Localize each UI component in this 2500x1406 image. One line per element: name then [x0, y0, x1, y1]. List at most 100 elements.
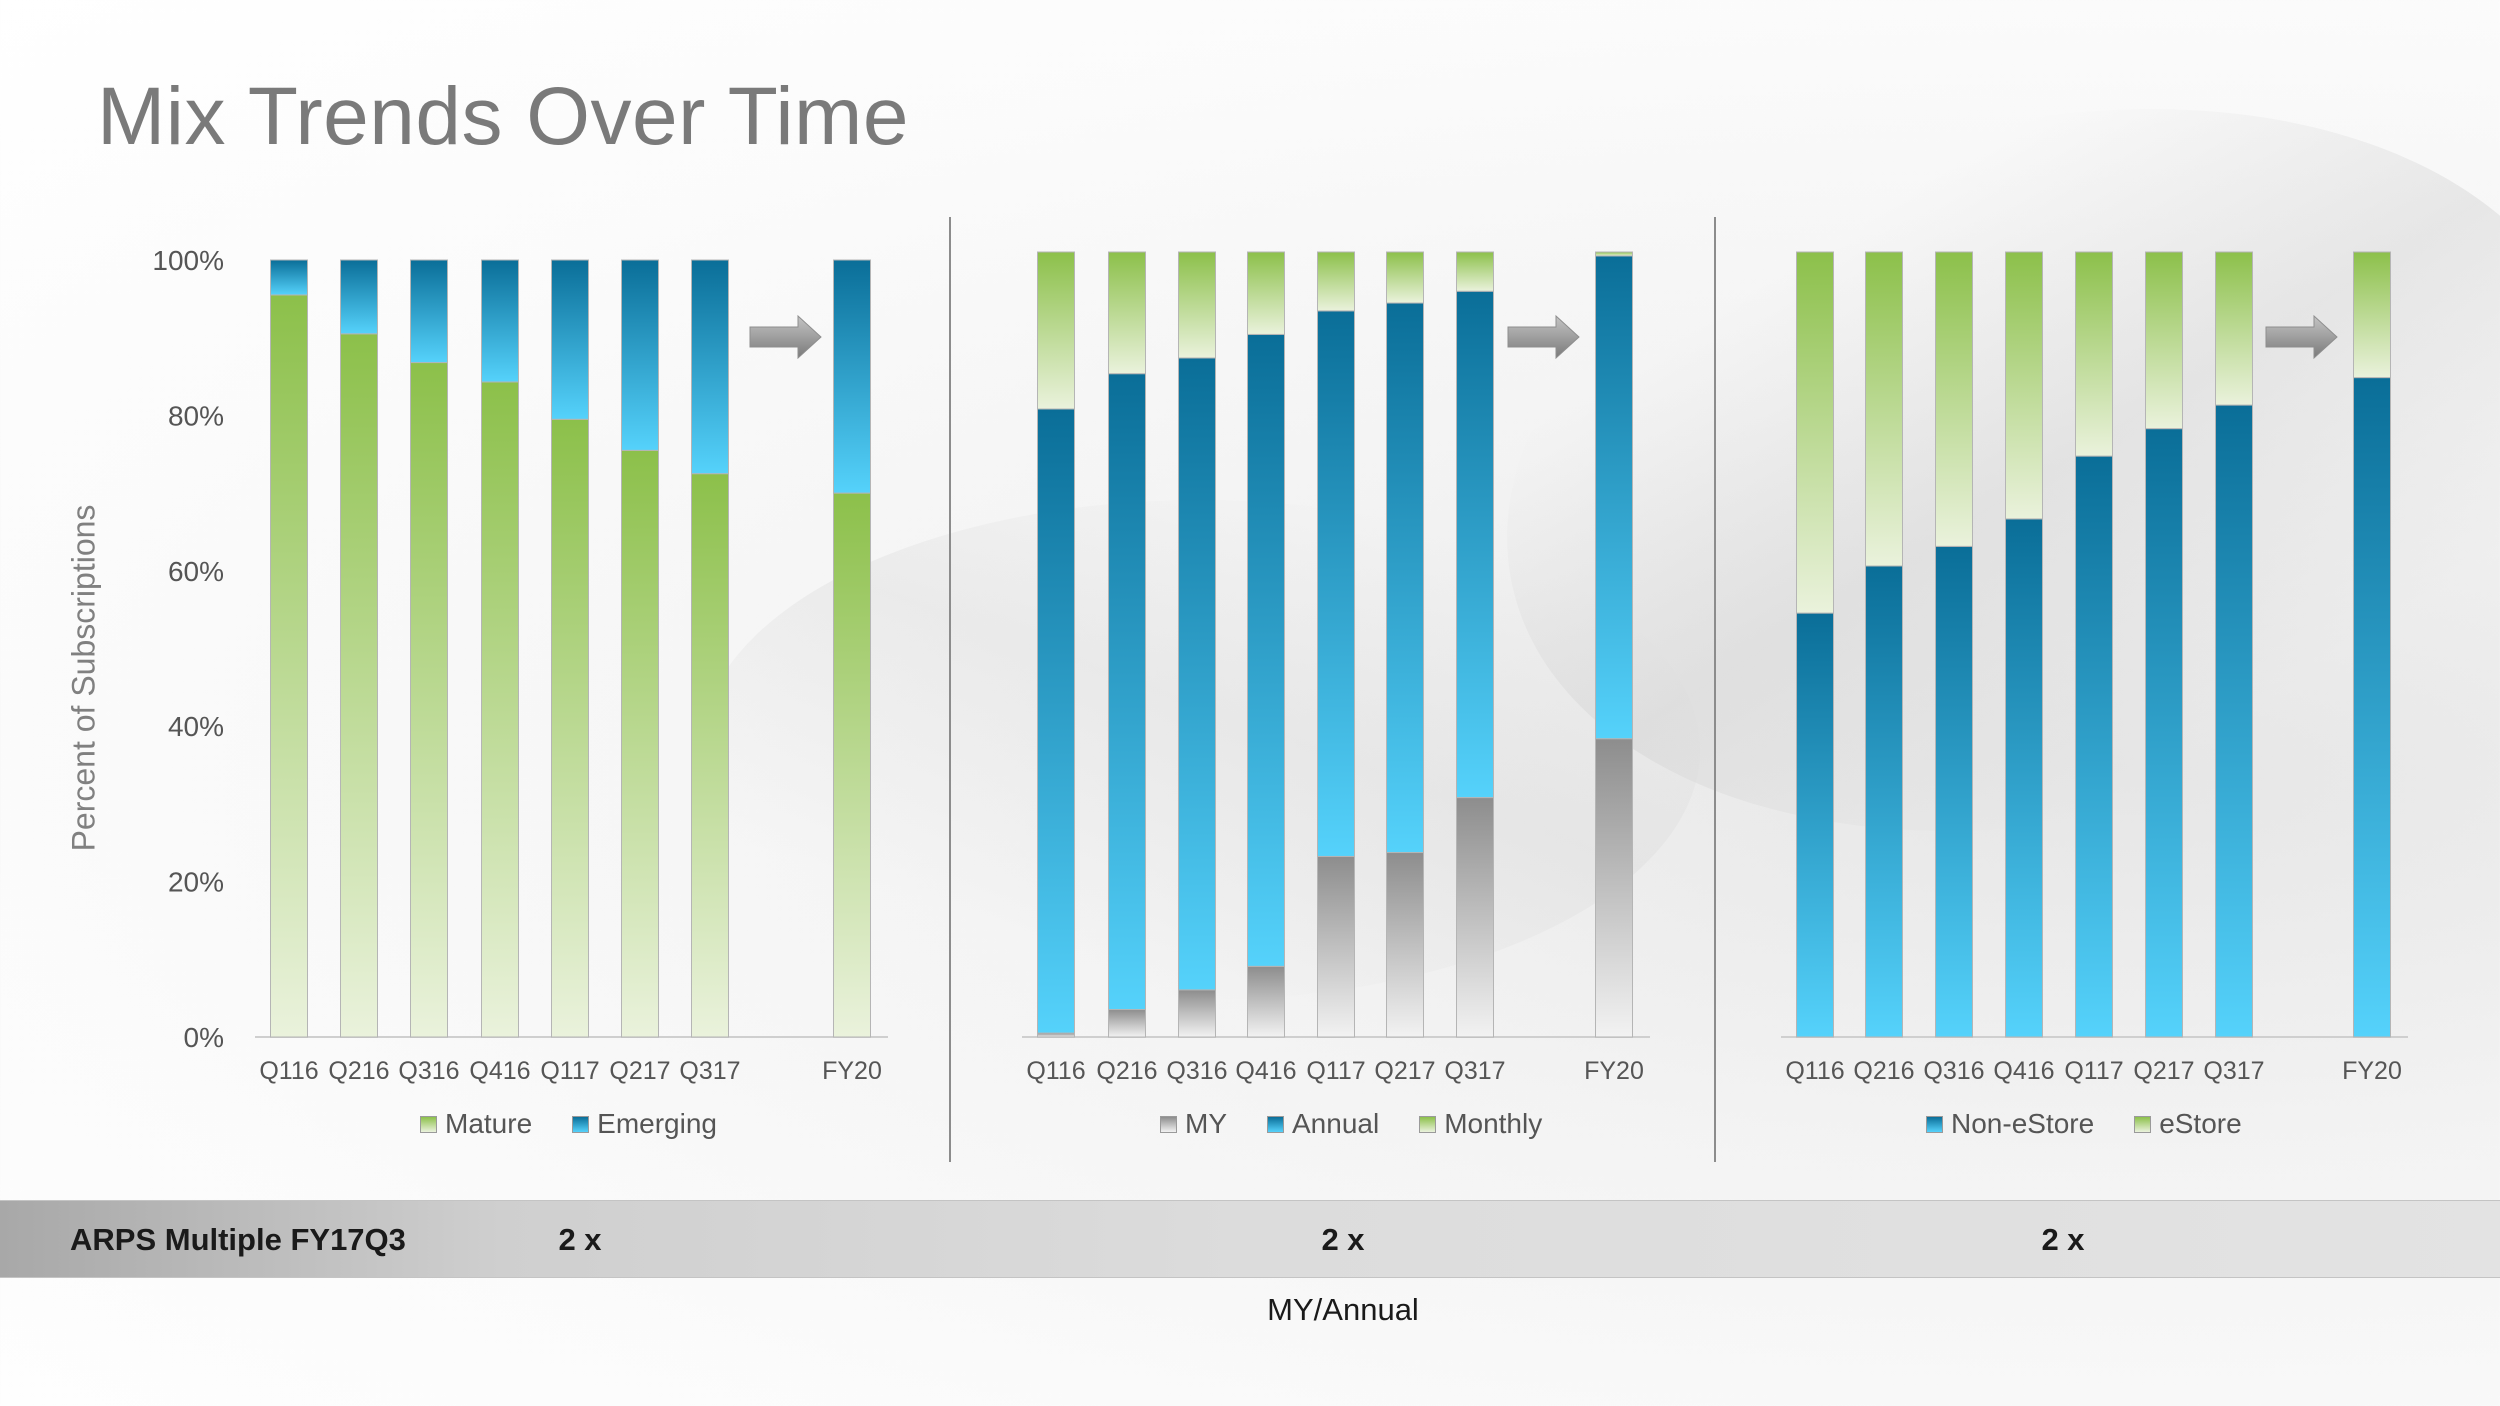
legend-label: MY — [1185, 1108, 1227, 1139]
bar-segment — [1317, 855, 1355, 1038]
bar-segment — [1386, 852, 1424, 1038]
legend-label: Emerging — [597, 1108, 717, 1139]
x-tick-label: Q116 — [259, 1057, 318, 1085]
bar-segment — [1037, 408, 1075, 1034]
y-tick-label: 0% — [184, 1022, 224, 1053]
bar-segment — [691, 473, 729, 1038]
bar-segment — [2353, 251, 2391, 379]
bar-segment — [1108, 373, 1146, 1011]
bar-segment — [1037, 251, 1075, 410]
y-tick-label: 60% — [168, 556, 224, 587]
y-tick-label: 80% — [168, 400, 224, 431]
x-tick-label: Q317 — [679, 1057, 740, 1085]
bar-segment — [1595, 738, 1633, 1038]
x-tick-label: Q416 — [1993, 1057, 2054, 1085]
legend-swatch — [2134, 1115, 2152, 1133]
y-tick-label: 40% — [168, 711, 224, 742]
bar-segment — [2215, 251, 2253, 406]
x-tick-label: Q216 — [1096, 1057, 1157, 1085]
projection-arrow-icon — [749, 314, 822, 360]
bar-segment — [1796, 612, 1834, 1038]
x-tick-label: Q317 — [1444, 1057, 1505, 1085]
bar-segment — [551, 418, 589, 1038]
x-tick-label: FY20 — [2342, 1057, 2402, 1085]
arps-label: ARPS Multiple FY17Q3 — [70, 1222, 406, 1257]
legend-label: Annual — [1292, 1108, 1380, 1139]
bar-segment — [340, 259, 378, 335]
legend-swatch — [1160, 1115, 1177, 1133]
x-tick-label: Q216 — [1853, 1057, 1914, 1085]
bar-segment — [340, 333, 378, 1038]
panel-divider — [1714, 217, 1716, 1162]
legend-chart-1: Mature Emerging — [420, 1108, 717, 1140]
x-tick-label: Q216 — [328, 1057, 389, 1085]
bar-segment — [1865, 565, 1903, 1038]
legend-item-monthly: Monthly — [1419, 1108, 1542, 1140]
legend-label: Mature — [445, 1108, 533, 1139]
bar-segment — [551, 259, 589, 420]
y-axis-title: Percent of Subscriptions — [65, 504, 102, 852]
x-tick-label: Q416 — [469, 1057, 530, 1085]
x-tick-label: FY20 — [1584, 1057, 1644, 1085]
bar-segment — [1456, 797, 1494, 1038]
x-tick-label: Q116 — [1026, 1057, 1085, 1085]
bar-segment — [1456, 251, 1494, 292]
bar-segment — [1247, 251, 1285, 335]
bar-segment — [1796, 251, 1834, 614]
legend-swatch — [1926, 1115, 1943, 1133]
bar-segment — [1595, 251, 1633, 257]
bar-segment — [1317, 310, 1355, 857]
legend-item-emerging: Emerging — [572, 1108, 717, 1140]
bar-segment — [1935, 545, 1973, 1038]
legend-item-mature: Mature — [420, 1108, 532, 1140]
bar-segment — [481, 259, 519, 383]
legend-chart-3: Non-eStore eStore — [1926, 1108, 2242, 1140]
x-tick-label: Q117 — [540, 1057, 599, 1085]
x-tick-label: Q217 — [609, 1057, 670, 1085]
bar-segment — [1178, 251, 1216, 359]
arps-note: MY/Annual — [1267, 1292, 1419, 1327]
x-tick-label: Q117 — [1306, 1057, 1365, 1085]
x-tick-label: FY20 — [822, 1057, 882, 1085]
bar-segment — [1595, 255, 1633, 740]
bar-segment — [2145, 428, 2183, 1038]
bar-segment — [1108, 1009, 1146, 1038]
bar-segment — [410, 362, 448, 1038]
bar-segment — [1247, 333, 1285, 967]
legend-chart-2: MY Annual Monthly — [1160, 1108, 1542, 1140]
legend-label: Monthly — [1444, 1108, 1543, 1139]
legend-item-annual: Annual — [1267, 1108, 1379, 1140]
bar-segment — [2353, 377, 2391, 1038]
legend-item-my: MY — [1160, 1108, 1227, 1140]
bar-segment — [2145, 251, 2183, 430]
bar-segment — [1386, 251, 1424, 304]
bar-segment — [2075, 455, 2113, 1038]
panel-divider — [949, 217, 951, 1162]
x-tick-label: Q316 — [1923, 1057, 1984, 1085]
x-tick-label: Q116 — [1785, 1057, 1844, 1085]
x-tick-label: Q217 — [1374, 1057, 1435, 1085]
bar-segment — [270, 294, 308, 1038]
bar-segment — [1108, 251, 1146, 375]
legend-label: eStore — [2159, 1108, 2242, 1139]
bar-segment — [691, 259, 729, 475]
legend-swatch — [1419, 1115, 1437, 1133]
legend-label: Non-eStore — [1951, 1108, 2095, 1139]
legend-swatch — [572, 1115, 590, 1133]
legend-item-estore: eStore — [2134, 1108, 2242, 1140]
bar-segment — [833, 259, 871, 494]
slide-title: Mix Trends Over Time — [97, 71, 909, 162]
bar-segment — [270, 259, 308, 296]
bar-segment — [2215, 404, 2253, 1038]
x-tick-label: Q117 — [2064, 1057, 2123, 1085]
x-tick-label: Q416 — [1235, 1057, 1296, 1085]
projection-arrow-icon — [2265, 314, 2338, 360]
x-tick-label: Q316 — [1166, 1057, 1227, 1085]
bar-segment — [621, 259, 659, 451]
bar-segment — [410, 259, 448, 364]
legend-swatch — [420, 1115, 437, 1133]
arps-value-3: 2 x — [2041, 1222, 2085, 1257]
bar-segment — [1247, 965, 1285, 1038]
legend-swatch — [1267, 1115, 1284, 1133]
bar-segment — [833, 492, 871, 1038]
